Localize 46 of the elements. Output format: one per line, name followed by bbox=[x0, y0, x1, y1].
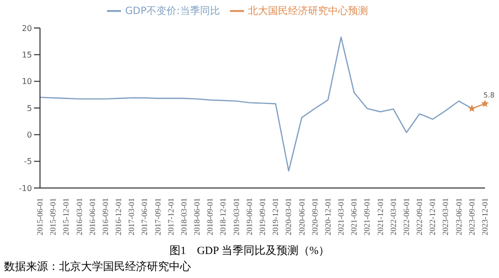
y-tick-label: -5 bbox=[24, 157, 32, 166]
x-tick-label: 2018-06-01 bbox=[192, 198, 202, 236]
x-tick-label: 2022-03-01 bbox=[388, 198, 398, 236]
x-tick-label: 2016-12-01 bbox=[114, 198, 124, 236]
caption: 图1 GDP 当季同比及预测（%） bbox=[168, 244, 330, 258]
x-tick-label: 2017-06-01 bbox=[140, 198, 150, 236]
y-tick-label: 5 bbox=[26, 104, 32, 113]
legend-label: GDP不变价:当季同比 bbox=[125, 6, 220, 17]
x-tick-label: 2022-09-01 bbox=[415, 198, 424, 236]
x-tick-label: 2019-03-01 bbox=[232, 198, 241, 236]
x-tick-label: 2015-12-01 bbox=[62, 198, 71, 236]
x-tick-label: 2018-12-01 bbox=[218, 198, 228, 236]
x-tick-label: 2021-09-01 bbox=[362, 198, 372, 236]
x-tick-label: 2017-12-01 bbox=[166, 198, 176, 236]
x-tick-label: 2022-06-01 bbox=[402, 198, 411, 236]
x-tick-label: 2017-03-01 bbox=[127, 198, 136, 236]
x-tick-label: 2023-03-01 bbox=[441, 198, 450, 236]
legend-label: 北大国民经济研究中心预测 bbox=[248, 6, 368, 17]
x-tick-label: 2020-06-01 bbox=[297, 198, 306, 236]
x-tick-label: 2016-09-01 bbox=[100, 198, 110, 236]
x-tick-label: 2017-09-01 bbox=[153, 198, 162, 236]
x-tick-label: 2021-06-01 bbox=[350, 198, 359, 236]
x-tick-label: 2020-09-01 bbox=[310, 198, 320, 236]
y-tick-label: -10 bbox=[18, 184, 32, 193]
x-tick-label: 2020-03-01 bbox=[284, 198, 294, 236]
x-tick-label: 2015-06-01 bbox=[36, 198, 44, 236]
x-tick-label: 2021-12-01 bbox=[376, 198, 385, 236]
x-tick-label: 2019-09-01 bbox=[258, 198, 267, 236]
x-tick-label: 2021-03-01 bbox=[336, 198, 346, 236]
x-tick-label: 2023-12-01 bbox=[480, 198, 490, 236]
x-tick-label: 2023-06-01 bbox=[454, 198, 464, 236]
y-tick-label: 0 bbox=[26, 130, 32, 140]
x-tick-label: 2019-12-01 bbox=[271, 198, 280, 236]
x-tick-label: 2022-12-01 bbox=[428, 198, 438, 236]
y-tick-label: 15 bbox=[22, 50, 32, 60]
x-tick-label: 2016-03-01 bbox=[74, 198, 84, 236]
x-tick-label: 2016-06-01 bbox=[88, 198, 97, 236]
x-tick-label: 2020-12-01 bbox=[323, 198, 332, 236]
x-tick-label: 2019-06-01 bbox=[244, 198, 254, 236]
x-tick-label: 2015-09-01 bbox=[48, 198, 58, 236]
y-tick-label: 10 bbox=[22, 77, 32, 86]
y-tick-label: 20 bbox=[22, 24, 32, 33]
x-tick-label: 2018-03-01 bbox=[179, 198, 188, 236]
source-note: 数据来源：北京大学国民经济研究中心 bbox=[4, 260, 191, 274]
x-tick-label: 2018-09-01 bbox=[206, 198, 215, 236]
x-tick-label: 2023-09-01 bbox=[467, 198, 476, 236]
